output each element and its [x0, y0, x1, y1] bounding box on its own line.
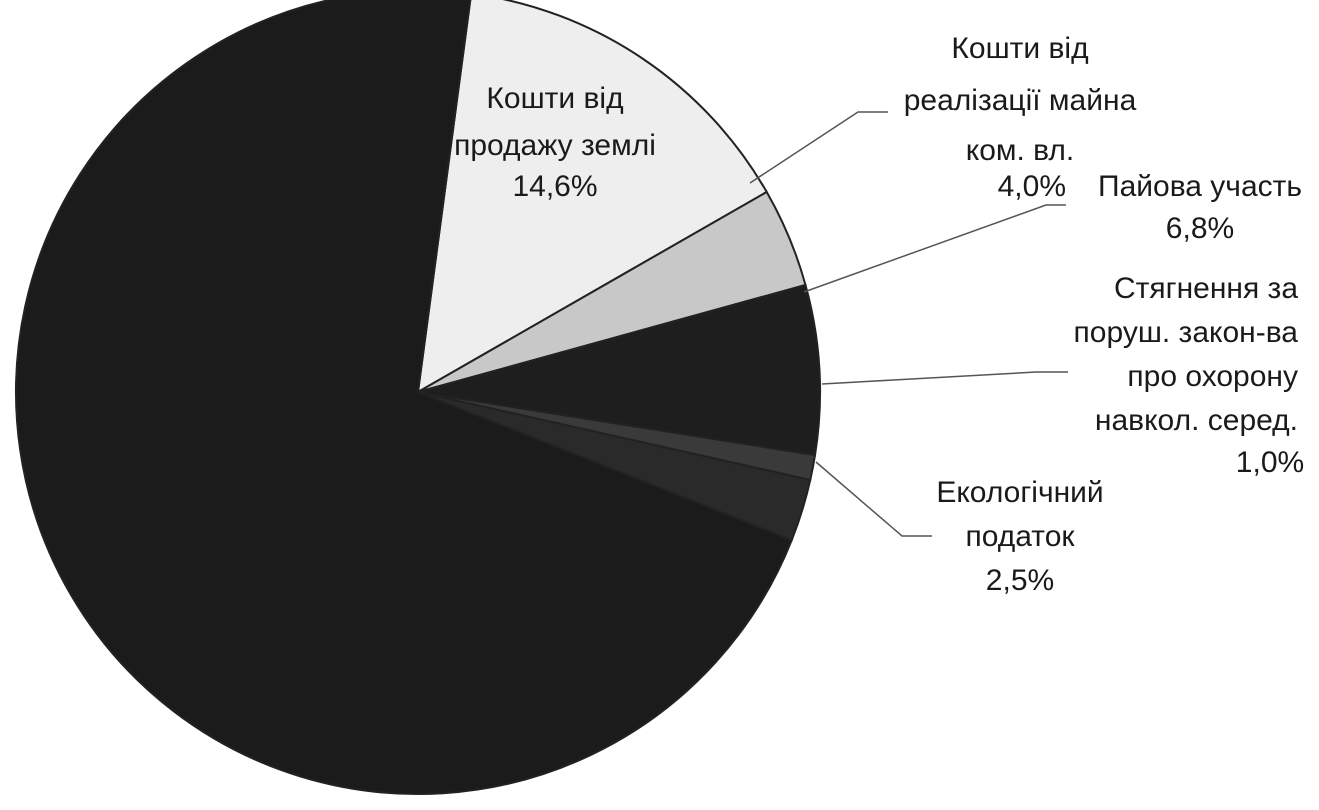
slice-label: навкол. серед.: [1095, 404, 1298, 437]
leader-line: [803, 204, 1066, 293]
slice-label: реалізації майна: [904, 84, 1137, 117]
slice-label: Екологічний: [936, 476, 1103, 509]
slice-label: Кошти від: [486, 82, 623, 115]
slice-value-label: 14,6%: [512, 170, 597, 203]
slice-label: продажу землі: [454, 129, 656, 162]
slice-label: про охорону: [1127, 360, 1298, 393]
slice-label: Стягнення за: [1114, 272, 1298, 305]
leader-line: [821, 371, 1068, 385]
slice-land-sale: [416, 0, 769, 394]
slice-label: поруш. закон-ва: [1074, 316, 1299, 349]
slice-value-label: 1,0%: [1236, 446, 1304, 479]
slice-value-label: 4,0%: [998, 170, 1066, 203]
slice-value-label: 2,5%: [986, 564, 1054, 597]
slice-other: [15, 0, 793, 795]
leader-line: [815, 461, 932, 537]
slice-equity-participation: [417, 283, 821, 457]
slice-label: ком. вл.: [966, 134, 1075, 167]
slice-label: Пайова участь: [1098, 170, 1302, 203]
slice-label: податок: [965, 520, 1075, 553]
leader-line: [749, 111, 888, 184]
slice-label: Кошти від: [951, 32, 1088, 65]
slice-value-label: 6,8%: [1166, 212, 1234, 245]
